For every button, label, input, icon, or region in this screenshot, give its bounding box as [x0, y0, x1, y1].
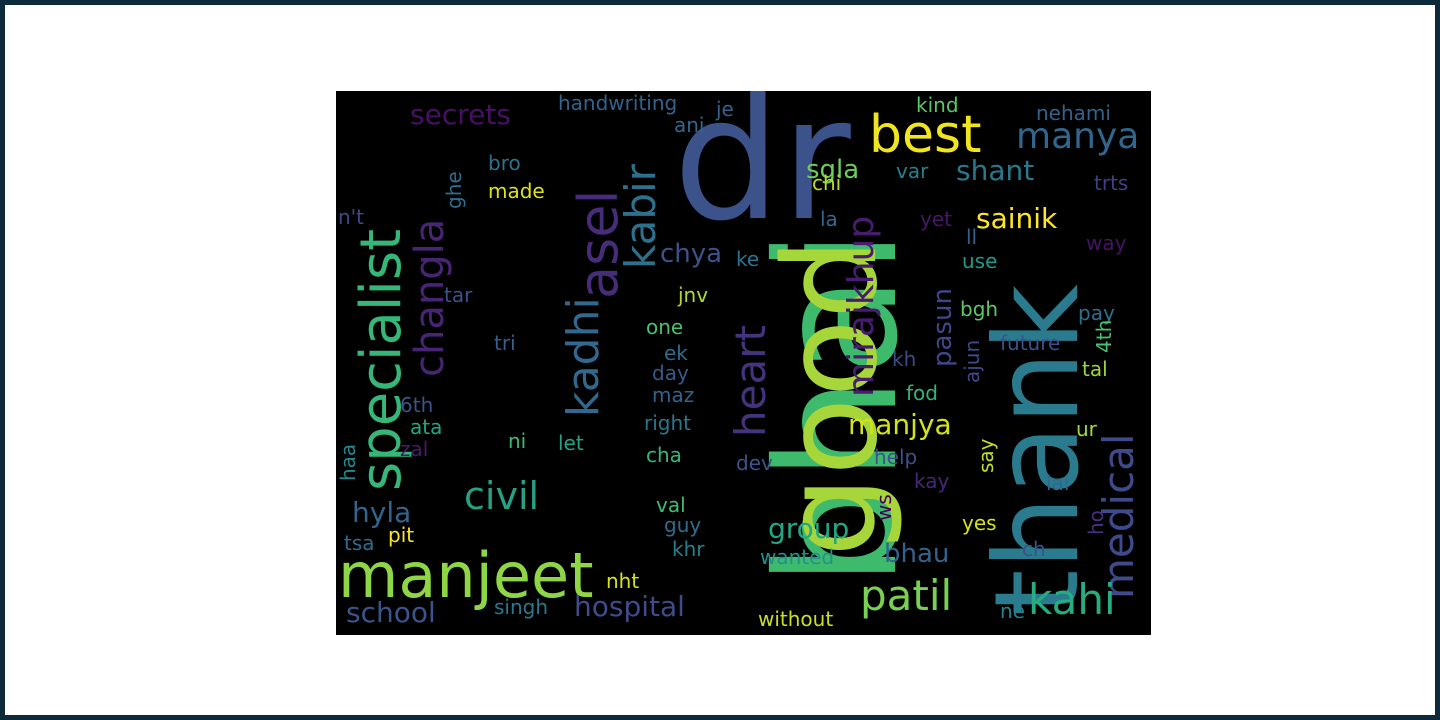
word: bro [488, 151, 521, 175]
word: kay [914, 469, 950, 493]
word: var [896, 159, 929, 183]
word: without [758, 607, 834, 631]
word: trts [1094, 171, 1129, 195]
word: heart [726, 325, 775, 437]
word: tar [444, 283, 473, 307]
word: ho [1084, 510, 1108, 535]
word: dev [736, 451, 773, 475]
word: manya [1016, 116, 1140, 157]
word: group [768, 512, 850, 545]
word: ni [508, 429, 527, 453]
word: ani [674, 113, 705, 137]
word: future [1000, 331, 1061, 355]
word: tsa [344, 531, 375, 555]
word: bhau [884, 539, 950, 569]
word: singh [494, 595, 549, 619]
word: cha [646, 443, 682, 467]
word: ll [966, 225, 978, 249]
word: tri [494, 331, 516, 355]
word: ws [872, 494, 896, 521]
word: jnv [678, 283, 709, 307]
word: kadhi [558, 297, 609, 417]
word: kind [916, 93, 959, 117]
word: patil [860, 571, 953, 620]
word: fod [906, 381, 938, 405]
word: 4th [1092, 319, 1116, 353]
word: manjeet [338, 539, 594, 612]
word: say [974, 438, 998, 473]
word: chya [660, 239, 723, 269]
word: let [558, 431, 584, 455]
word: n't [338, 205, 365, 229]
word: ne [1000, 599, 1025, 623]
word: use [962, 249, 998, 273]
word: one [646, 315, 684, 339]
word: sainik [976, 202, 1058, 235]
word: sgla [806, 155, 860, 185]
word: pasun [928, 288, 958, 367]
word: lai [1046, 471, 1070, 495]
word: tal [1082, 357, 1108, 381]
word: handwriting [558, 91, 678, 115]
word: je [716, 97, 734, 121]
word: civil [464, 474, 540, 518]
word: kabir [616, 164, 665, 269]
word: mirajkhup [841, 215, 882, 397]
word: 6th [400, 393, 434, 417]
word: yes [962, 511, 997, 535]
word: ata [410, 415, 443, 439]
word: ajun [960, 339, 984, 383]
word: haa [336, 443, 360, 481]
word: la [820, 207, 838, 231]
word: zal [400, 437, 429, 461]
word: ghe [442, 171, 466, 209]
word: help [874, 445, 918, 469]
word: dr [673, 91, 851, 259]
word: kahi [1028, 575, 1116, 624]
page-frame: bhai dr good thank manjeet specialist be… [5, 5, 1435, 715]
word: ur [1076, 417, 1097, 441]
word: secrets [410, 98, 511, 131]
word: ke [736, 247, 760, 271]
word: ch [1022, 537, 1046, 561]
word: bgh [960, 297, 999, 321]
word: chi [812, 171, 842, 195]
word: manjya [848, 408, 952, 441]
word: best [869, 105, 982, 165]
word: school [346, 596, 436, 629]
word: maz [652, 383, 695, 407]
word: hospital [574, 590, 685, 623]
word: kh [892, 347, 917, 371]
word: right [644, 411, 691, 435]
word: way [1086, 231, 1127, 255]
word: val [656, 493, 686, 517]
word: nht [606, 569, 640, 593]
word: shant [956, 154, 1035, 187]
word: nehami [1036, 101, 1111, 125]
word: day [652, 361, 689, 385]
word: pay [1078, 301, 1115, 325]
word: ek [664, 341, 688, 365]
word: pit [388, 523, 415, 547]
word: made [488, 179, 545, 203]
word: yet [920, 207, 952, 231]
word-cloud: bhai dr good thank manjeet specialist be… [336, 91, 1151, 635]
word: hyla [352, 496, 412, 529]
word: wanted [760, 545, 835, 569]
word: khr [672, 537, 705, 561]
word: guy [664, 513, 702, 537]
